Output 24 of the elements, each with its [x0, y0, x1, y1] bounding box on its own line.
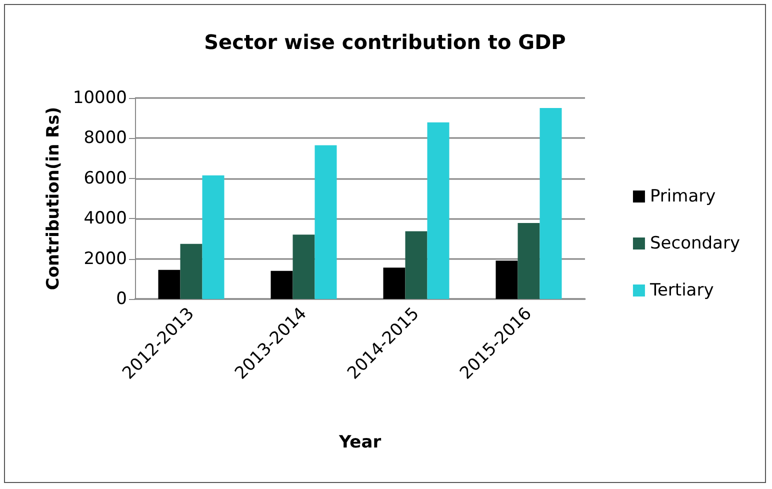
bar: [292, 234, 315, 299]
x-axis-title: Year: [338, 432, 382, 452]
y-tick-label: 6000: [84, 168, 127, 188]
bar: [540, 108, 562, 299]
y-tick-label: 2000: [84, 248, 127, 269]
bar: [518, 223, 540, 299]
bar: [180, 244, 202, 299]
legend-label: Secondary: [650, 234, 740, 254]
bar: [383, 268, 406, 299]
bar: [270, 270, 293, 299]
chart-title: Sector wise contribution to GDP: [204, 30, 566, 54]
bar: [158, 270, 180, 299]
y-tick-label: 8000: [84, 128, 127, 148]
y-axis-title: Contribution(in Rs): [44, 106, 64, 290]
y-tick-label: 10000: [72, 88, 127, 108]
bar: [427, 122, 450, 299]
bar: [496, 260, 518, 299]
y-tick-label: 4000: [84, 208, 127, 229]
bar: [202, 175, 224, 299]
legend-label: Tertiary: [648, 280, 714, 300]
bar: [314, 145, 337, 299]
legend-label: Primary: [650, 186, 716, 206]
bar: [405, 231, 428, 299]
y-tick-label: 0: [116, 289, 127, 309]
